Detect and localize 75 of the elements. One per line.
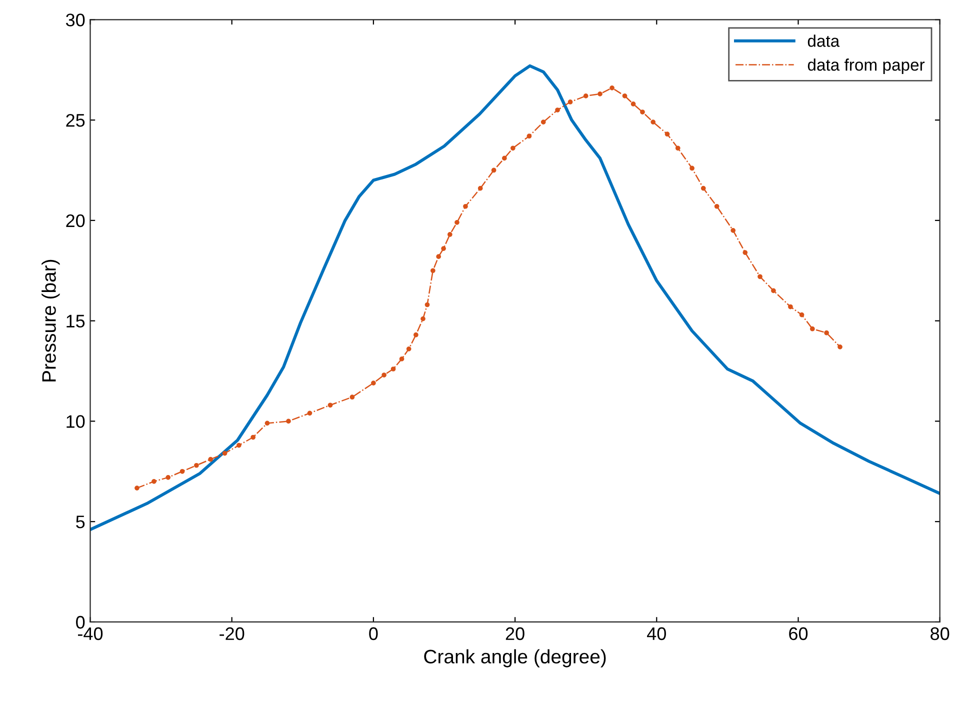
point xyxy=(463,204,468,209)
point xyxy=(430,268,436,274)
x-tick-label: -40 xyxy=(78,627,103,640)
point xyxy=(742,250,748,255)
y-tick-label: 5 xyxy=(76,516,85,528)
y-tick-label: 30 xyxy=(66,14,85,26)
point xyxy=(350,394,355,400)
point xyxy=(540,120,546,124)
point xyxy=(758,274,762,280)
y-tick-label: 25 xyxy=(66,114,85,127)
point xyxy=(406,346,412,352)
point xyxy=(690,166,694,171)
point xyxy=(413,332,418,338)
point xyxy=(568,100,573,104)
point xyxy=(583,94,588,98)
point xyxy=(436,254,442,259)
point xyxy=(650,120,656,124)
point xyxy=(771,288,776,294)
x-tick-label: 80 xyxy=(930,627,950,640)
y-tick-label: 20 xyxy=(66,214,85,228)
point xyxy=(526,134,532,139)
point xyxy=(700,186,706,191)
point xyxy=(799,312,804,318)
point xyxy=(510,146,516,151)
point xyxy=(286,418,291,424)
point xyxy=(454,220,460,225)
point xyxy=(134,486,140,490)
x-tick-label: 40 xyxy=(647,627,666,640)
point xyxy=(152,479,156,484)
point xyxy=(236,442,242,448)
point xyxy=(166,474,171,480)
point xyxy=(838,344,842,350)
point xyxy=(382,372,386,378)
point xyxy=(328,402,333,408)
y-tick-label: 10 xyxy=(66,415,85,428)
y-tick-label: 15 xyxy=(66,314,85,328)
y-axis-title: Pressure (bar) xyxy=(42,260,60,382)
point xyxy=(441,246,446,251)
point xyxy=(675,146,680,151)
point xyxy=(598,92,602,96)
point xyxy=(208,456,214,462)
x-tick-label: 60 xyxy=(789,627,808,640)
point xyxy=(664,132,670,137)
point xyxy=(502,156,507,161)
point xyxy=(491,168,496,173)
point xyxy=(222,450,228,456)
point xyxy=(622,94,628,98)
point xyxy=(250,434,256,440)
point xyxy=(640,110,645,114)
point xyxy=(810,326,815,332)
point xyxy=(420,316,426,322)
point xyxy=(264,420,270,426)
point xyxy=(714,204,720,209)
x-tick-label: -20 xyxy=(220,627,244,640)
point xyxy=(180,468,185,474)
point xyxy=(194,462,199,468)
y-tick-label: 0 xyxy=(76,616,85,629)
x-tick-label: 0 xyxy=(369,627,378,640)
point xyxy=(555,108,560,112)
point xyxy=(630,102,636,106)
point xyxy=(307,410,312,416)
point xyxy=(824,330,829,336)
legend-label: data xyxy=(808,34,840,47)
point xyxy=(610,85,614,90)
point xyxy=(390,366,396,372)
point xyxy=(399,356,404,362)
x-axis-title: Crank angle (degree) xyxy=(424,649,606,668)
point xyxy=(424,302,430,308)
legend-label: data from paper xyxy=(808,58,925,74)
point xyxy=(788,304,793,310)
point xyxy=(371,380,376,386)
point xyxy=(447,232,452,237)
point xyxy=(478,186,483,191)
point xyxy=(730,228,736,233)
x-tick-label: 20 xyxy=(506,627,524,640)
